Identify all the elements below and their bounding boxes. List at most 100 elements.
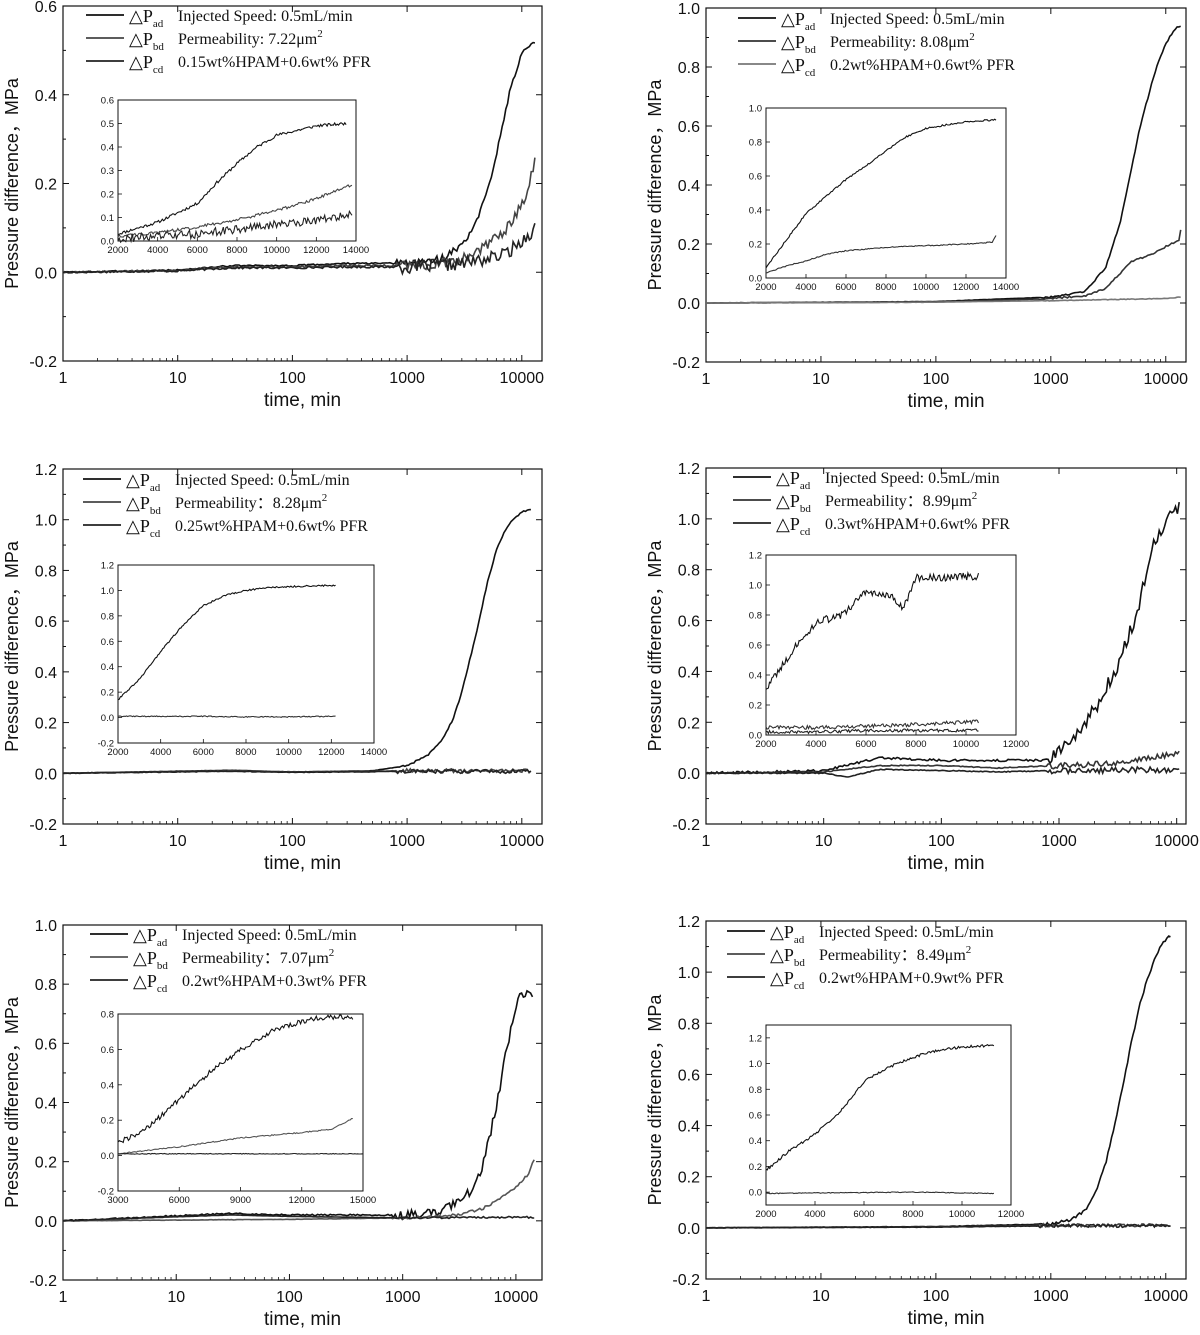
inset-y-tick-label: -0.2	[98, 1187, 114, 1198]
y-axis-label: Pressure difference，MPa	[645, 540, 665, 752]
inset-y-tick-label: 0.0	[101, 237, 114, 248]
inset-series-line	[117, 584, 336, 701]
x-tick-label: 1000	[389, 370, 425, 387]
y-tick-label: -0.2	[29, 1273, 57, 1290]
inset-x-tick-label: 10000	[949, 1209, 975, 1220]
legend-label: △Pbd	[776, 491, 811, 515]
y-axis-label: Pressure difference，MPa	[2, 540, 22, 752]
inset-y-tick-label: 0.2	[101, 688, 114, 699]
inset-series-line	[765, 235, 997, 274]
inset-y-tick-label: 0.8	[749, 138, 762, 149]
x-axis-label: time, min	[264, 1309, 341, 1330]
inset-chart: 0.0 0.2 0.4 0.6 0.8 1.0 1.2 2000 4000 6000 8000 100…	[749, 1024, 1024, 1220]
y-tick-label: 0.0	[35, 265, 57, 282]
inset-x-tick-label: 12000	[289, 1195, 315, 1206]
y-tick-label: 0.8	[678, 1016, 700, 1033]
inset-frame	[117, 564, 375, 744]
legend-note: Permeability：7.07μm2	[182, 947, 334, 967]
legend-label: △Pad	[781, 9, 816, 33]
y-tick-label: 1.0	[678, 512, 700, 529]
series-line-dP-Pcd	[63, 1213, 535, 1222]
y-tick-label: 0.2	[678, 237, 700, 254]
inset-series-line	[117, 184, 353, 238]
inset-y-tick-label: 0.4	[749, 206, 762, 217]
y-tick-label: 0.6	[35, 1036, 57, 1053]
x-tick-label: 10000	[1144, 371, 1189, 388]
y-tick-label: 0.0	[678, 766, 700, 783]
x-tick-label: 1000	[1033, 371, 1069, 388]
y-tick-label: 0.2	[678, 715, 700, 732]
y-tick-label: 0.0	[678, 1221, 700, 1238]
inset-x-tick-label: 14000	[993, 282, 1019, 293]
inset-frame	[765, 554, 1017, 736]
inset-x-tick-label: 6000	[187, 245, 208, 256]
inset-series-line	[765, 1191, 995, 1195]
y-axis-label: Pressure difference，MPa	[645, 994, 665, 1206]
y-tick-label: 0.6	[678, 614, 700, 631]
inset-y-tick-label: -0.2	[98, 739, 114, 750]
y-tick-label: -0.2	[29, 354, 57, 371]
inset-y-tick-label: 1.0	[749, 104, 762, 115]
legend-note: Injected Speed: 0.5mL/min	[830, 11, 1005, 28]
y-tick-label: -0.2	[672, 817, 700, 834]
legend-label: △Pbd	[133, 948, 168, 972]
series-line-dP-Pbd	[705, 750, 1180, 775]
y-tick-label: -0.2	[672, 355, 700, 372]
legend-note: Injected Speed: 0.5mL/min	[825, 470, 1000, 487]
x-tick-label: 100	[279, 833, 306, 850]
series-line-dP-Pcd	[706, 296, 1181, 304]
legend-note: Injected Speed: 0.5mL/min	[175, 472, 350, 489]
inset-x-tick-label: 8000	[235, 747, 256, 758]
x-tick-label: 10000	[1144, 1288, 1189, 1305]
inset-x-tick-label: 6000	[855, 739, 876, 750]
inset-y-tick-label: 0.8	[101, 611, 114, 622]
y-tick-label: 1.0	[678, 1, 700, 18]
inset-y-tick-label: 1.0	[749, 1059, 762, 1070]
series-line-dP-Pcd	[705, 1222, 1171, 1229]
x-tick-label: 100	[279, 370, 306, 387]
inset-y-tick-label: 1.2	[101, 561, 114, 572]
inset-series-line	[765, 118, 997, 269]
legend-label: △Pcd	[126, 516, 161, 540]
inset-x-tick-label: 12000	[303, 245, 329, 256]
y-axis-label: Pressure difference，MPa	[645, 79, 665, 291]
inset-x-tick-label: 2000	[755, 1209, 776, 1220]
x-tick-label: 100	[923, 1288, 950, 1305]
y-axis-label: Pressure difference，MPa	[2, 77, 22, 289]
inset-y-tick-label: 0.6	[101, 96, 114, 107]
legend-label: △Pbd	[770, 945, 805, 969]
inset-x-tick-label: 10000	[275, 747, 301, 758]
inset-y-tick-label: 0.2	[749, 1162, 762, 1173]
x-tick-label: 1	[702, 371, 711, 388]
inset-x-tick-label: 14000	[343, 245, 369, 256]
inset-y-tick-label: 0.6	[749, 641, 762, 652]
inset-series-line	[117, 1152, 364, 1155]
series-line-dP-Pbd	[62, 1159, 535, 1222]
inset-y-tick-label: 0.6	[101, 637, 114, 648]
inset-y-tick-label: 0.6	[749, 1111, 762, 1122]
inset-y-tick-label: 0.3	[101, 166, 114, 177]
inset-x-tick-label: 12000	[1003, 739, 1029, 750]
inset-x-tick-label: 4000	[805, 739, 826, 750]
y-tick-label: 0.8	[678, 563, 700, 580]
x-axis-label: time, min	[264, 853, 341, 874]
x-axis-label: time, min	[264, 390, 341, 411]
y-tick-label: 0.8	[35, 563, 57, 580]
inset-x-tick-label: 2000	[755, 739, 776, 750]
inset-y-tick-label: 1.0	[749, 581, 762, 592]
y-tick-label: 1.2	[35, 462, 57, 479]
x-tick-label: 10	[169, 833, 187, 850]
chart-panel-top-right: -0.2 0.0 0.2 0.4 0.6 0.8 1.0 1 10 100 1000 10000 tim…	[645, 1, 1188, 412]
inset-y-tick-label: 0.4	[749, 671, 762, 682]
inset-y-tick-label: 0.0	[749, 274, 762, 285]
inset-y-tick-label: 1.2	[749, 1033, 762, 1044]
chart-panel-bottom-left: -0.2 0.0 0.2 0.4 0.6 0.8 1.0 1 10 100 1000 10000 tim…	[2, 918, 543, 1330]
inset-y-tick-label: 0.4	[101, 1080, 114, 1091]
x-axis-label: time, min	[907, 1308, 984, 1329]
x-axis-label: time, min	[907, 853, 984, 874]
x-tick-label: 1	[59, 370, 68, 387]
inset-frame	[117, 99, 357, 242]
inset-series-line	[117, 209, 353, 244]
legend-label: △Pcd	[133, 971, 168, 995]
inset-y-tick-label: 0.2	[749, 240, 762, 251]
